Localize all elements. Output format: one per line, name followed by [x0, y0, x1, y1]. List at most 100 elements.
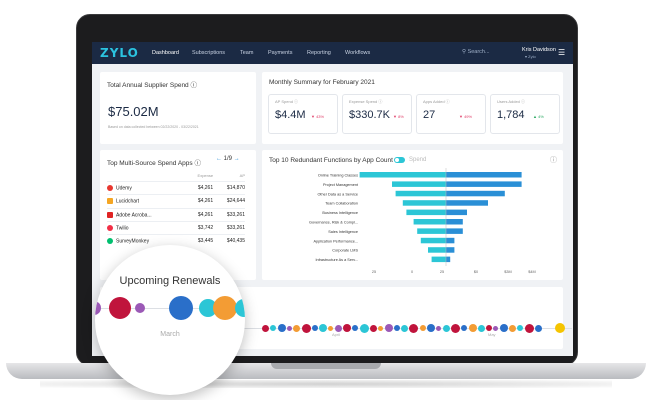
- prev-arrow-icon[interactable]: ←: [216, 156, 222, 162]
- redundant-title: Top 10 Redundant Functions by App Count: [269, 157, 393, 164]
- tick-label: $0: [474, 270, 478, 274]
- expense-cell: $4,261: [185, 194, 214, 209]
- app-count-spend-toggle[interactable]: [394, 157, 405, 163]
- info-icon[interactable]: ⓘ: [550, 157, 557, 164]
- tick-label: 25: [440, 270, 444, 274]
- app-count-bar[interactable]: [417, 228, 446, 234]
- spend-bar[interactable]: [446, 209, 467, 216]
- renewal-dot[interactable]: [277, 324, 286, 332]
- metric-apps-added[interactable]: Apps Added ⓘ 27 ▼ 49%: [416, 94, 486, 134]
- renewal-dot[interactable]: [328, 325, 334, 331]
- table-row[interactable]: Adobe Acroba... $4,261 $33,261: [107, 207, 245, 222]
- category-label: Application Performance...: [313, 239, 358, 243]
- user-name[interactable]: Kris Davidson: [522, 47, 556, 53]
- renewal-dot[interactable]: [427, 324, 435, 332]
- table-row[interactable]: SurveyMonkey $3,445 $40,435: [107, 234, 245, 248]
- renewal-dot[interactable]: [517, 325, 524, 331]
- spend-bar[interactable]: [446, 181, 522, 187]
- renewal-dot[interactable]: [409, 323, 419, 333]
- renewal-dot[interactable]: [461, 325, 468, 331]
- renewal-dot[interactable]: [378, 325, 384, 331]
- table-row[interactable]: Udemy $4,261 $14,870: [107, 180, 245, 195]
- spend-bar[interactable]: [446, 237, 455, 244]
- app-count-bar[interactable]: [406, 209, 446, 216]
- renewal-dot[interactable]: [334, 324, 342, 332]
- ap-cell: $33,261: [213, 207, 245, 222]
- renewal-dot[interactable]: [359, 323, 369, 333]
- table-row[interactable]: Lucidchart $4,261 $24,644: [107, 194, 245, 209]
- renewal-dot[interactable]: [450, 323, 460, 333]
- spend-bar[interactable]: [446, 172, 522, 178]
- apps-table: Expense AP Udemy $4,261 $14,870 Lucidcha…: [107, 172, 245, 248]
- renewal-dot[interactable]: [286, 325, 292, 331]
- nav-dashboard[interactable]: Dashboard: [152, 50, 179, 56]
- spend-bar[interactable]: [446, 219, 463, 225]
- metric-value: $330.7K: [349, 109, 390, 121]
- renewal-dot[interactable]: [311, 325, 318, 331]
- renewal-dot[interactable]: [393, 325, 400, 331]
- annual-spend-value: $75.02M: [108, 104, 159, 119]
- nav-payments[interactable]: Payments: [268, 50, 293, 56]
- renewal-dot[interactable]: [262, 324, 269, 332]
- spend-bar[interactable]: [446, 190, 505, 197]
- metric-ap-spend[interactable]: AP Spend ⓘ $4.4M ▼ 43%: [268, 94, 338, 134]
- pager[interactable]: ← 1/9 →: [216, 156, 240, 162]
- spend-bar[interactable]: [446, 256, 451, 263]
- spend-bar[interactable]: [446, 228, 463, 234]
- renewal-dot[interactable]: [352, 325, 359, 331]
- renewal-dot[interactable]: [468, 324, 477, 332]
- app-name: Twilio: [116, 225, 129, 232]
- month-label-may: May: [488, 332, 496, 337]
- renewal-dot[interactable]: [343, 324, 351, 332]
- metric-users-added[interactable]: Users Added ⓘ 1,784 ▲ 4%: [490, 94, 560, 134]
- nav-reporting[interactable]: Reporting: [307, 50, 331, 56]
- renewal-dot[interactable]: [509, 324, 516, 332]
- app-count-bar[interactable]: [431, 256, 446, 263]
- next-arrow-icon[interactable]: →: [233, 156, 240, 162]
- tick-label: $4M: [528, 270, 535, 274]
- renewal-dot[interactable]: [499, 324, 508, 332]
- metric-label: Expense Spend ⓘ: [349, 99, 383, 104]
- scroll-right-icon[interactable]: [555, 323, 565, 333]
- user-org[interactable]: ▾ Zylo: [525, 54, 536, 59]
- column-header: AP: [239, 173, 245, 178]
- renewal-dot[interactable]: [270, 325, 277, 331]
- renewal-dot[interactable]: [419, 325, 426, 331]
- renewal-dot[interactable]: [493, 325, 499, 331]
- app-count-bar[interactable]: [402, 200, 446, 206]
- app-count-bar[interactable]: [428, 247, 446, 253]
- month-label-april: April: [332, 332, 341, 337]
- renewal-dot[interactable]: [442, 324, 450, 332]
- app-count-bar[interactable]: [420, 237, 446, 244]
- renewal-dot[interactable]: [436, 325, 442, 331]
- redundant-functions-chart: Online Training Classes Project Managemen…: [309, 168, 536, 274]
- renewal-dot[interactable]: [369, 324, 377, 332]
- app-count-bar[interactable]: [359, 172, 446, 178]
- search-input[interactable]: ⚲ Search...: [462, 49, 490, 55]
- metric-delta: ▼ 49%: [459, 114, 473, 119]
- app-count-bar[interactable]: [395, 190, 446, 197]
- spend-bar[interactable]: [446, 247, 455, 253]
- renewal-dot[interactable]: [524, 323, 534, 333]
- app-count-bar[interactable]: [392, 181, 446, 187]
- table-row[interactable]: Twilio $3,742 $33,261: [107, 220, 245, 235]
- app-count-bar[interactable]: [413, 219, 446, 225]
- renewal-dot[interactable]: [293, 324, 301, 332]
- renewal-dot[interactable]: [486, 325, 493, 331]
- hamburger-menu-icon[interactable]: ☰: [558, 48, 566, 57]
- renewal-dot[interactable]: [534, 324, 542, 332]
- nav-workflows[interactable]: Workflows: [345, 50, 371, 56]
- metric-expense-spend[interactable]: Expense Spend ⓘ $330.7K ▼ 8%: [342, 94, 412, 134]
- renewals-magnifier: Upcoming Renewals March: [95, 245, 245, 395]
- annual-spend-card: Total Annual Supplier Spend ⓘ $75.02M Ba…: [100, 72, 256, 144]
- zylo-logo[interactable]: ZYLO: [100, 46, 139, 60]
- renewal-dot[interactable]: [319, 324, 328, 332]
- nav-team[interactable]: Team: [240, 50, 254, 56]
- renewal-dot[interactable]: [477, 324, 485, 332]
- renewal-dot[interactable]: [401, 324, 409, 332]
- nav-subscriptions[interactable]: Subscriptions: [192, 50, 226, 56]
- renewal-dot[interactable]: [301, 323, 311, 333]
- spend-bar[interactable]: [446, 200, 488, 206]
- metric-value: $4.4M: [275, 109, 306, 121]
- renewal-dot[interactable]: [384, 324, 393, 332]
